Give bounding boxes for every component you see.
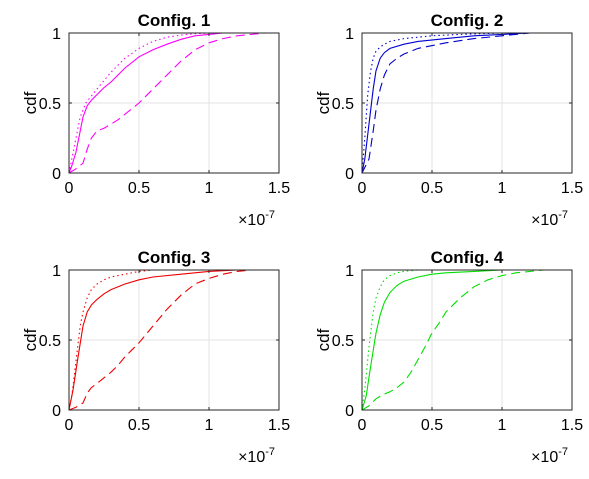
x-tick-label: 0.5 xyxy=(128,180,150,197)
y-tick-label: 0.5 xyxy=(39,333,61,350)
x-tick-label: 0 xyxy=(358,417,367,434)
series-line-solid xyxy=(361,269,572,411)
x-tick-label: 1 xyxy=(498,417,507,434)
chart-title: Config. 3 xyxy=(138,248,211,267)
x-tick-label: 0 xyxy=(65,180,74,197)
y-tick-label: 0 xyxy=(345,403,354,420)
y-tick-label: 0.5 xyxy=(332,96,354,113)
y-tick-label: 1 xyxy=(345,26,354,43)
y-tick-label: 0 xyxy=(345,166,354,183)
series-line-dashed xyxy=(68,269,279,411)
chart-title: Config. 1 xyxy=(138,11,211,30)
y-tick-label: 0 xyxy=(52,403,61,420)
y-tick-label: 0 xyxy=(52,166,61,183)
y-tick-label: 0.5 xyxy=(332,333,354,350)
y-tick-label: 1 xyxy=(345,263,354,280)
series-line-solid xyxy=(68,269,279,411)
series-line-dashed xyxy=(361,269,572,411)
x-exponent-label: ×10-7 xyxy=(531,446,568,466)
x-exponent-label: ×10-7 xyxy=(238,446,275,466)
x-tick-label: 0.5 xyxy=(421,180,443,197)
x-tick-label: 0 xyxy=(65,417,74,434)
x-tick-label: 1.5 xyxy=(561,180,583,197)
chart-panel-4: 0 0.5 1 1.5 0 0.5 1 Config. 4 cdf ×10-7 xyxy=(314,248,583,466)
y-axis-label: cdf xyxy=(21,91,40,114)
chart-panel-2: 0 0.5 1 1.5 0 0.5 1 Config. 2 cdf ×10-7 xyxy=(314,11,583,229)
x-tick-label: 1.5 xyxy=(561,417,583,434)
x-exponent-label: ×10-7 xyxy=(531,209,568,229)
y-tick-label: 1 xyxy=(52,263,61,280)
chart-title: Config. 4 xyxy=(431,248,504,267)
x-tick-label: 1 xyxy=(205,417,214,434)
x-tick-label: 0.5 xyxy=(128,417,150,434)
x-tick-label: 1.5 xyxy=(268,180,290,197)
x-tick-label: 1 xyxy=(205,180,214,197)
x-tick-label: 0.5 xyxy=(421,417,443,434)
series-line-solid xyxy=(361,32,572,174)
chart-panel-1: 0 0.5 1 1.5 0 0.5 1 Config. 1 cdf ×10-7 xyxy=(21,11,290,229)
x-tick-label: 1.5 xyxy=(268,417,290,434)
x-tick-label: 1 xyxy=(498,180,507,197)
y-tick-label: 0.5 xyxy=(39,96,61,113)
series-line-dashed xyxy=(68,32,279,174)
y-axis-label: cdf xyxy=(314,328,333,351)
chart-panel-3: 0 0.5 1 1.5 0 0.5 1 Config. 3 cdf ×10-7 xyxy=(21,248,290,466)
x-exponent-label: ×10-7 xyxy=(238,209,275,229)
y-axis-label: cdf xyxy=(21,328,40,351)
y-axis-label: cdf xyxy=(314,91,333,114)
chart-title: Config. 2 xyxy=(431,11,504,30)
y-tick-label: 1 xyxy=(52,26,61,43)
series-line-solid xyxy=(68,32,279,174)
x-tick-label: 0 xyxy=(358,180,367,197)
